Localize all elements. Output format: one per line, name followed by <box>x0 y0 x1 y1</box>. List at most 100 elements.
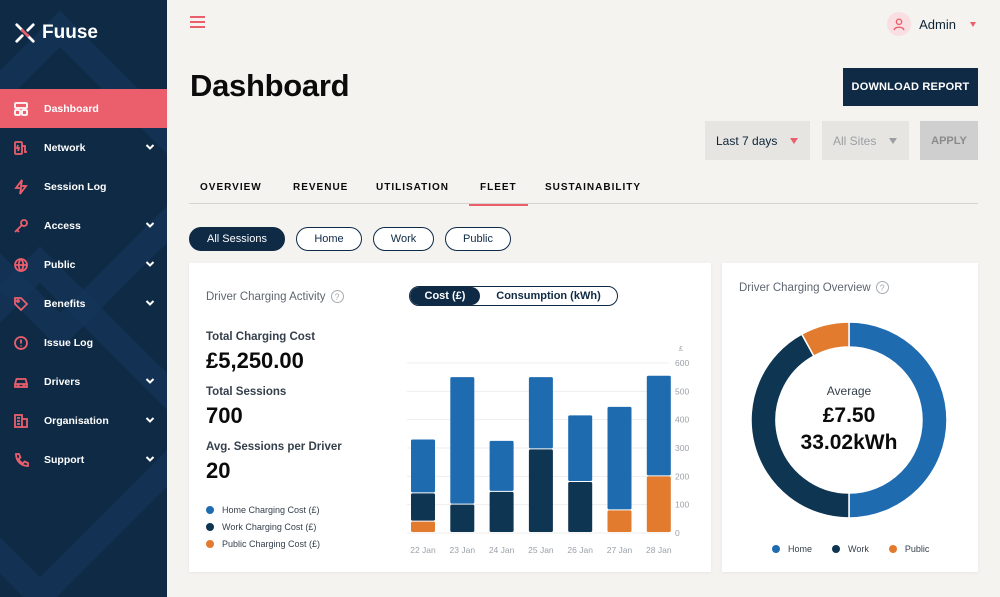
caret-down-icon <box>970 21 976 27</box>
sidebar-item-public[interactable]: Public <box>0 245 167 284</box>
dashboard-icon <box>12 100 30 118</box>
legend-label: Public Charging Cost (£) <box>222 539 321 549</box>
sidebar-item-benefits[interactable]: Benefits <box>0 284 167 323</box>
alert-icon <box>12 334 30 352</box>
bar-segment[interactable] <box>607 406 632 510</box>
x-tick-label: 26 Jan <box>567 545 593 555</box>
sidebar: Fuuse Dashboard Network Session Log Access P… <box>0 0 167 597</box>
x-tick-label: 27 Jan <box>607 545 633 555</box>
car-icon <box>12 373 30 391</box>
bar-segment[interactable] <box>646 375 671 476</box>
legend-swatch <box>772 545 780 553</box>
filter-pill-work[interactable]: Work <box>373 227 434 251</box>
sidebar-item-access[interactable]: Access <box>0 206 167 245</box>
chevron-down-icon <box>145 298 155 308</box>
help-icon[interactable]: ? <box>330 290 344 303</box>
x-tick-label: 25 Jan <box>528 545 554 555</box>
avg-sessions-value: 20 <box>206 458 231 483</box>
bar-segment[interactable] <box>489 491 514 532</box>
sidebar-item-network[interactable]: Network <box>0 128 167 167</box>
overview-title: Driver Charging Overview <box>739 281 871 294</box>
bar-segment[interactable] <box>411 439 435 493</box>
apply-button[interactable]: APPLY <box>920 121 978 160</box>
consumption-toggle-button[interactable]: Consumption (kWh) <box>496 290 601 302</box>
bar-segment[interactable] <box>450 377 475 504</box>
y-tick-label: 100 <box>675 500 689 510</box>
sidebar-item-organisation[interactable]: Organisation <box>0 401 167 440</box>
chevron-down-icon <box>145 259 155 269</box>
help-icon[interactable]: ? <box>875 281 889 294</box>
bar-segment[interactable] <box>528 449 553 532</box>
sidebar-item-label: Organisation <box>44 414 109 427</box>
x-tick-label: 24 Jan <box>489 545 515 555</box>
bar-segment[interactable] <box>607 510 632 532</box>
sidebar-item-dashboard[interactable]: Dashboard <box>0 89 167 128</box>
bar-segment[interactable] <box>411 521 435 532</box>
date-range-value: Last 7 days <box>716 133 778 148</box>
sidebar-item-issue-log[interactable]: Issue Log <box>0 323 167 362</box>
building-icon <box>12 412 30 430</box>
sidebar-item-label: Public <box>44 258 76 271</box>
sidebar-item-drivers[interactable]: Drivers <box>0 362 167 401</box>
bar-segment[interactable] <box>646 476 671 532</box>
caret-down-icon <box>889 138 897 144</box>
tab-overview[interactable]: OVERVIEW <box>200 182 262 193</box>
donut-chart <box>750 321 948 519</box>
bar-segment[interactable] <box>568 482 593 532</box>
legend-item: Public Charging Cost (£) <box>206 539 320 549</box>
bar-segment[interactable] <box>411 493 435 521</box>
y-tick-label: 600 <box>675 358 689 368</box>
filter-pill-all-sessions[interactable]: All Sessions <box>189 227 285 251</box>
sidebar-nav: Dashboard Network Session Log Access Public B… <box>0 89 167 479</box>
tab-sustainability[interactable]: SUSTAINABILITY <box>545 182 642 193</box>
x-tick-label: 28 Jan <box>646 545 672 555</box>
sidebar-item-label: Network <box>44 141 86 154</box>
sidebar-item-support[interactable]: Support <box>0 440 167 479</box>
donut-slice-public[interactable] <box>800 321 850 358</box>
bar-segment[interactable] <box>528 377 553 449</box>
filter-pill-public[interactable]: Public <box>445 227 511 251</box>
page-title: Dashboard <box>190 68 350 103</box>
sidebar-item-label: Access <box>44 219 81 232</box>
tab-utilisation[interactable]: UTILISATION <box>376 182 450 193</box>
metric-toggle: Cost (£) Consumption (kWh) <box>409 286 618 306</box>
stacked-bar-chart: 0 100 200 300 400 500 600 £22 Jan 23 Jan 24 Jan 25… <box>407 346 689 555</box>
sidebar-item-label: Benefits <box>44 297 86 310</box>
user-menu[interactable]: Admin <box>887 12 976 36</box>
legend-label: Home Charging Cost (£) <box>222 505 320 515</box>
donut-slice-home[interactable] <box>848 321 948 519</box>
y-tick-label: 400 <box>675 415 689 425</box>
chevron-down-icon <box>145 454 155 464</box>
average-label: Average <box>826 383 872 398</box>
total-cost-value: £5,250.00 <box>206 348 304 373</box>
sidebar-item-label: Drivers <box>44 375 81 388</box>
activity-title: Driver Charging Activity <box>206 290 326 303</box>
average-cost: £7.50 <box>822 403 876 427</box>
driver-charging-overview-card: Driver Charging Overview ? Average £7.50… <box>722 263 978 572</box>
tab-fleet[interactable]: FLEET <box>469 182 528 206</box>
bar-segment[interactable] <box>568 415 593 481</box>
menu-toggle-icon[interactable] <box>190 16 205 28</box>
download-report-button[interactable]: DOWNLOAD REPORT <box>843 68 978 106</box>
app-logo[interactable]: Fuuse <box>14 22 98 44</box>
legend-swatch <box>206 540 214 548</box>
cost-toggle-button[interactable]: Cost (£) <box>410 287 480 305</box>
bar-segment[interactable] <box>450 504 475 532</box>
tab-revenue[interactable]: REVENUE <box>293 182 349 193</box>
legend-swatch <box>206 523 214 531</box>
user-name: Admin <box>919 16 956 32</box>
sites-select[interactable]: All Sites <box>822 121 909 160</box>
y-unit-label: £ <box>679 346 683 353</box>
y-tick-label: 500 <box>675 386 689 396</box>
tag-icon <box>12 295 30 313</box>
chevron-down-icon <box>145 220 155 230</box>
sites-value: All Sites <box>833 133 877 148</box>
bar-segment[interactable] <box>489 440 514 491</box>
legend-swatch <box>206 506 214 514</box>
filter-pill-home[interactable]: Home <box>296 227 362 251</box>
fuuse-logo-icon <box>15 23 35 43</box>
chevron-down-icon <box>145 376 155 386</box>
sidebar-item-session-log[interactable]: Session Log <box>0 167 167 206</box>
date-range-select[interactable]: Last 7 days <box>705 121 810 160</box>
sidebar-item-label: Session Log <box>44 180 107 193</box>
